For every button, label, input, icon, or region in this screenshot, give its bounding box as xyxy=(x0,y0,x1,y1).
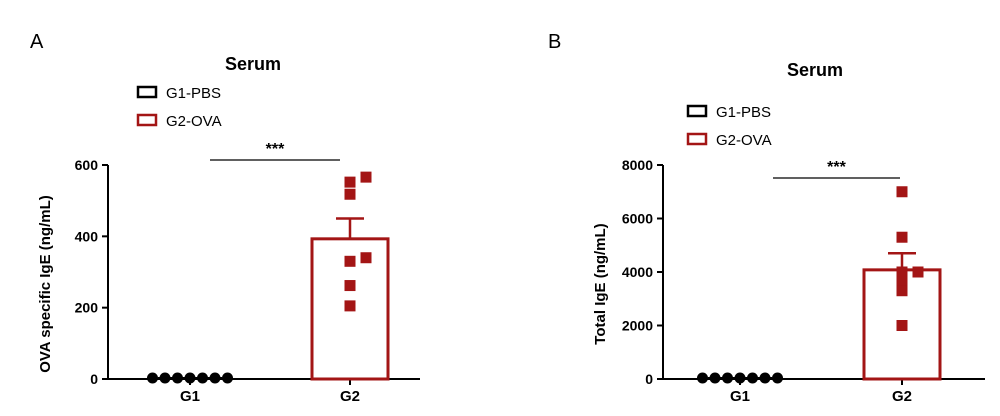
data-point xyxy=(209,372,221,384)
x-tick-label: G2 xyxy=(892,388,912,405)
chart-title: Serum xyxy=(225,54,281,74)
x-tick-label: G2 xyxy=(340,388,360,405)
y-tick-label: 400 xyxy=(75,228,99,244)
data-point xyxy=(772,372,783,384)
legend-label: G1-PBS xyxy=(166,85,221,102)
legend-swatch xyxy=(686,132,708,146)
y-axis-label: Total IgE (ng/mL) xyxy=(592,223,609,344)
data-point xyxy=(344,280,356,292)
legend-label: G1-PBS xyxy=(716,104,771,121)
significance-label: *** xyxy=(827,159,846,176)
data-point xyxy=(344,176,356,188)
data-point xyxy=(912,266,924,278)
y-tick-label: 600 xyxy=(75,157,99,173)
data-point xyxy=(896,320,908,331)
x-tick-label: G1 xyxy=(180,388,200,405)
data-point xyxy=(896,266,908,278)
data-point xyxy=(360,171,372,183)
legend-swatch xyxy=(136,85,158,99)
legend-swatch xyxy=(136,113,158,127)
y-tick-label: 6000 xyxy=(622,211,653,227)
legend-label: G2-OVA xyxy=(716,132,772,149)
panel-letter: B xyxy=(548,31,561,53)
data-point xyxy=(360,252,372,264)
y-tick-label: 4000 xyxy=(622,264,653,280)
panel-letter: A xyxy=(30,31,44,53)
data-point xyxy=(222,372,233,384)
chart-title: Serum xyxy=(787,60,843,80)
chart-panel-b: B Serum G1-PBS G2-OVA 0 2000 4000 6000 8000 Total… xyxy=(548,31,985,405)
data-point xyxy=(734,372,746,384)
data-point xyxy=(197,372,208,384)
data-point xyxy=(709,372,721,384)
data-point xyxy=(344,188,356,200)
x-tick-label: G1 xyxy=(730,388,750,405)
y-axis-label: OVA specific IgE (ng/mL) xyxy=(37,195,54,373)
data-point xyxy=(747,372,758,384)
data-point xyxy=(896,186,908,198)
legend-swatch xyxy=(686,104,708,118)
data-point xyxy=(896,231,908,243)
data-point xyxy=(896,285,908,297)
y-tick-label: 8000 xyxy=(622,157,653,173)
data-point xyxy=(896,274,908,286)
data-point xyxy=(344,255,356,267)
data-point xyxy=(159,372,171,384)
y-tick-label: 0 xyxy=(90,371,98,387)
data-point xyxy=(147,372,158,384)
data-point xyxy=(344,300,356,312)
data-point xyxy=(722,372,733,384)
data-point xyxy=(697,372,708,384)
y-tick-label: 0 xyxy=(645,371,653,387)
data-point xyxy=(184,372,196,384)
data-point xyxy=(172,372,183,384)
legend-label: G2-OVA xyxy=(166,113,222,130)
y-tick-label: 200 xyxy=(75,300,99,316)
data-point xyxy=(759,372,771,384)
significance-label: *** xyxy=(266,141,285,158)
y-tick-label: 2000 xyxy=(622,318,653,334)
